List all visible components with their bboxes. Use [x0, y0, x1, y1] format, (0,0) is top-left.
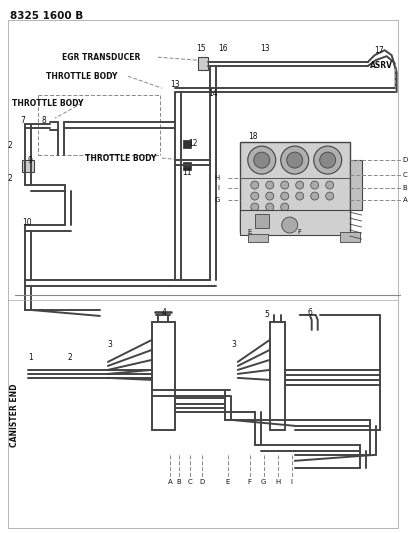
Text: 3: 3	[108, 341, 113, 350]
Text: A: A	[167, 479, 172, 485]
Circle shape	[251, 181, 259, 189]
Bar	[350, 160, 361, 210]
Circle shape	[296, 192, 304, 200]
Text: 4: 4	[162, 309, 167, 318]
Bar	[248, 234, 268, 242]
Text: 2: 2	[68, 353, 73, 362]
Circle shape	[281, 192, 289, 200]
Text: I: I	[218, 185, 220, 191]
Text: 8: 8	[42, 116, 47, 125]
Text: 2: 2	[8, 141, 13, 150]
Text: 5: 5	[265, 310, 270, 319]
Text: D: D	[199, 479, 204, 485]
Text: E: E	[248, 229, 252, 235]
Text: 12: 12	[188, 139, 197, 148]
Text: 6: 6	[308, 309, 313, 318]
Circle shape	[311, 181, 319, 189]
Bar	[240, 142, 350, 232]
Bar	[198, 57, 208, 70]
Text: B: B	[403, 185, 407, 191]
Text: 17: 17	[375, 46, 384, 55]
Circle shape	[266, 203, 274, 211]
Text: 7: 7	[20, 116, 25, 125]
Text: 14: 14	[208, 88, 217, 98]
Text: C: C	[187, 479, 192, 485]
Circle shape	[281, 146, 309, 174]
Text: 10: 10	[22, 217, 31, 227]
Text: EGR TRANSDUCER: EGR TRANSDUCER	[62, 53, 140, 62]
Circle shape	[326, 192, 334, 200]
Text: I: I	[291, 479, 293, 485]
Circle shape	[282, 217, 298, 233]
Text: 8325 1600 B: 8325 1600 B	[10, 11, 83, 21]
Text: H: H	[275, 479, 280, 485]
Text: D: D	[403, 157, 408, 163]
Circle shape	[266, 181, 274, 189]
Text: B: B	[176, 479, 181, 485]
Text: A: A	[403, 197, 407, 203]
Circle shape	[266, 192, 274, 200]
Text: F: F	[248, 479, 252, 485]
Bar	[240, 210, 350, 235]
Text: 3: 3	[232, 341, 237, 350]
Text: 15: 15	[196, 44, 206, 53]
Circle shape	[326, 181, 334, 189]
Text: C: C	[403, 172, 407, 178]
Circle shape	[248, 146, 276, 174]
Bar	[340, 232, 360, 242]
Circle shape	[281, 181, 289, 189]
Text: H: H	[215, 175, 220, 181]
Text: 18: 18	[248, 132, 257, 141]
Circle shape	[254, 152, 270, 168]
Circle shape	[287, 152, 303, 168]
Text: ASRV: ASRV	[370, 61, 392, 70]
Text: G: G	[215, 197, 220, 203]
Text: 13: 13	[170, 79, 180, 88]
Text: THROTTLE BODY: THROTTLE BODY	[12, 99, 83, 108]
Text: E: E	[226, 479, 230, 485]
Circle shape	[311, 192, 319, 200]
Text: 2: 2	[8, 174, 13, 183]
Bar	[255, 214, 269, 228]
Bar	[183, 140, 191, 148]
Bar	[183, 162, 191, 170]
Text: G: G	[261, 479, 266, 485]
Text: 11: 11	[182, 167, 191, 176]
Text: THROTTLE BODY: THROTTLE BODY	[46, 71, 118, 80]
Text: CANISTER END: CANISTER END	[11, 383, 20, 447]
Circle shape	[251, 203, 259, 211]
Circle shape	[281, 203, 289, 211]
Circle shape	[296, 181, 304, 189]
Text: F: F	[298, 229, 302, 235]
Circle shape	[251, 192, 259, 200]
Text: THROTTLE BODY: THROTTLE BODY	[85, 154, 156, 163]
Text: 9: 9	[28, 156, 33, 165]
Circle shape	[320, 152, 336, 168]
Text: 1: 1	[28, 353, 33, 362]
Circle shape	[314, 146, 341, 174]
Text: 13: 13	[260, 44, 269, 53]
Bar	[22, 160, 34, 172]
Text: 16: 16	[218, 44, 227, 53]
